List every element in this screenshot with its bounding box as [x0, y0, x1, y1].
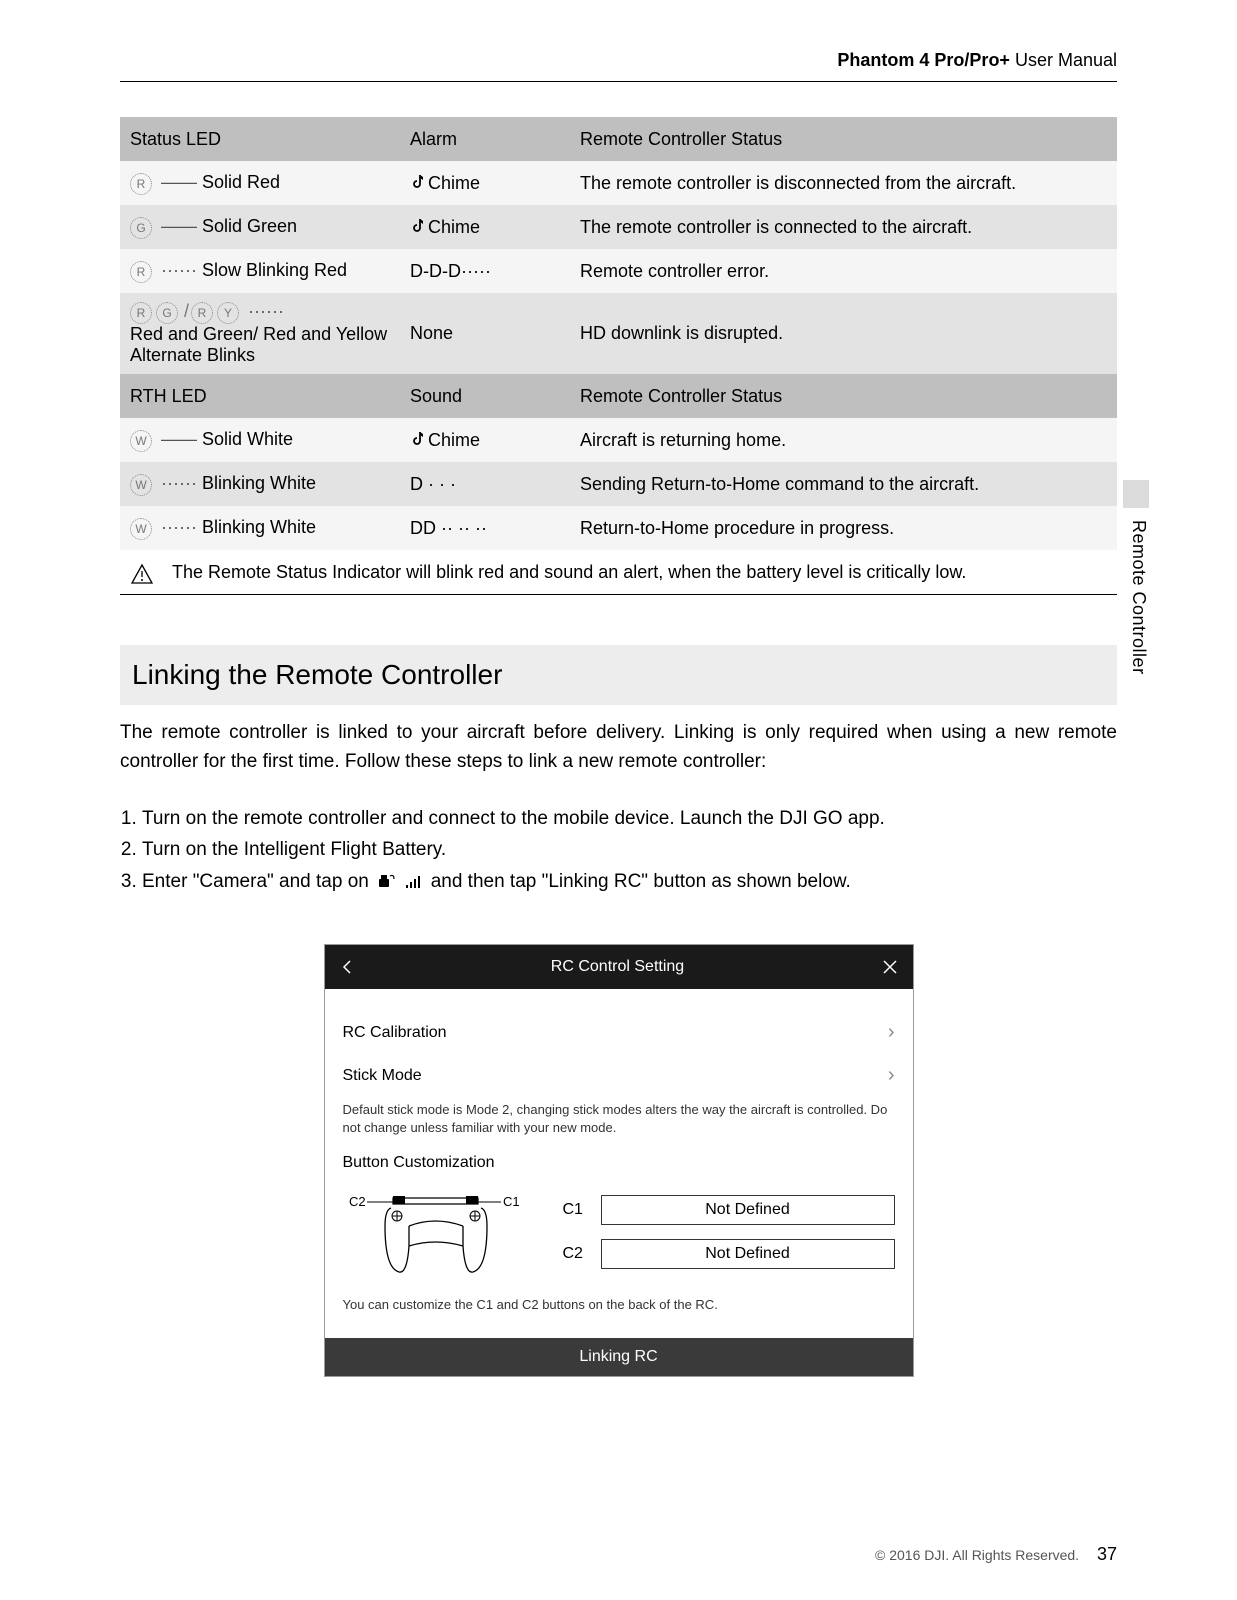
rc-back-diagram: C2 C1 — [343, 1186, 533, 1278]
back-icon[interactable] — [339, 959, 355, 975]
page-footer: © 2016 DJI. All Rights Reserved. 37 — [875, 1544, 1117, 1565]
th-rc-status-2: Remote Controller Status — [570, 374, 1117, 418]
customize-hint: You can customize the C1 and C2 buttons … — [343, 1292, 895, 1326]
rc-panel-title: RC Control Setting — [355, 958, 881, 976]
steps-list: Turn on the remote controller and connec… — [120, 804, 1117, 896]
c1-definition-row[interactable]: C1 Not Defined — [563, 1195, 895, 1225]
table-row: R ······ Slow Blinking RedD-D-D·····Remo… — [120, 249, 1117, 293]
svg-text:C2: C2 — [349, 1194, 366, 1209]
rc-calibration-row[interactable]: RC Calibration › — [343, 1011, 895, 1054]
th-rc-status: Remote Controller Status — [570, 117, 1117, 161]
table-row: G —— Solid GreenChimeThe remote controll… — [120, 205, 1117, 249]
remote-icon — [376, 873, 396, 889]
stick-mode-row[interactable]: Stick Mode › — [343, 1054, 895, 1097]
page-content: Phantom 4 Pro/Pro+ User Manual Status LE… — [120, 50, 1117, 1540]
table-row: W —— Solid WhiteChimeAircraft is returni… — [120, 418, 1117, 462]
chevron-right-icon: › — [888, 1064, 895, 1087]
signal-icon — [405, 875, 423, 889]
table-row: W ······ Blinking WhiteDD ·· ·· ··Return… — [120, 506, 1117, 550]
th-rth-led: RTH LED — [120, 374, 400, 418]
rc-panel-header: RC Control Setting — [325, 945, 913, 989]
copyright: © 2016 DJI. All Rights Reserved. — [875, 1547, 1079, 1563]
section-intro: The remote controller is linked to your … — [120, 719, 1117, 776]
svg-text:C1: C1 — [503, 1194, 520, 1209]
button-customization-label: Button Customization — [343, 1148, 895, 1178]
th-status-led: Status LED — [120, 117, 400, 161]
chevron-right-icon: › — [888, 1021, 895, 1044]
side-tab-marker — [1123, 480, 1149, 508]
step-2: Turn on the Intelligent Flight Battery. — [142, 835, 1117, 864]
close-icon[interactable] — [881, 958, 899, 976]
th-alarm: Alarm — [400, 117, 570, 161]
page-header: Phantom 4 Pro/Pro+ User Manual — [120, 50, 1117, 82]
rc-control-panel: RC Control Setting RC Calibration › Stic… — [324, 944, 914, 1377]
warning-note: The Remote Status Indicator will blink r… — [120, 550, 1117, 595]
stick-mode-hint: Default stick mode is Mode 2, changing s… — [343, 1097, 895, 1148]
table-row: R —— Solid RedChimeThe remote controller… — [120, 161, 1117, 205]
c2-definition-row[interactable]: C2 Not Defined — [563, 1239, 895, 1269]
c2-value: Not Defined — [601, 1239, 895, 1269]
warning-text: The Remote Status Indicator will blink r… — [172, 562, 966, 583]
step-3: Enter "Camera" and tap on and then tap "… — [142, 867, 1117, 896]
status-led-table: Status LED Alarm Remote Controller Statu… — [120, 117, 1117, 550]
table-row: RG/RY ······Red and Green/ Red and Yello… — [120, 293, 1117, 374]
table-row: W ······ Blinking WhiteD · · ·Sending Re… — [120, 462, 1117, 506]
c1-value: Not Defined — [601, 1195, 895, 1225]
doc-type: User Manual — [1010, 50, 1117, 70]
warning-icon — [130, 562, 154, 586]
page-number: 37 — [1097, 1544, 1117, 1564]
side-tab-label: Remote Controller — [1128, 520, 1149, 675]
th-sound: Sound — [400, 374, 570, 418]
section-title: Linking the Remote Controller — [120, 645, 1117, 705]
step-1: Turn on the remote controller and connec… — [142, 804, 1117, 833]
product-name: Phantom 4 Pro/Pro+ — [837, 50, 1010, 70]
linking-rc-button[interactable]: Linking RC — [325, 1338, 913, 1376]
